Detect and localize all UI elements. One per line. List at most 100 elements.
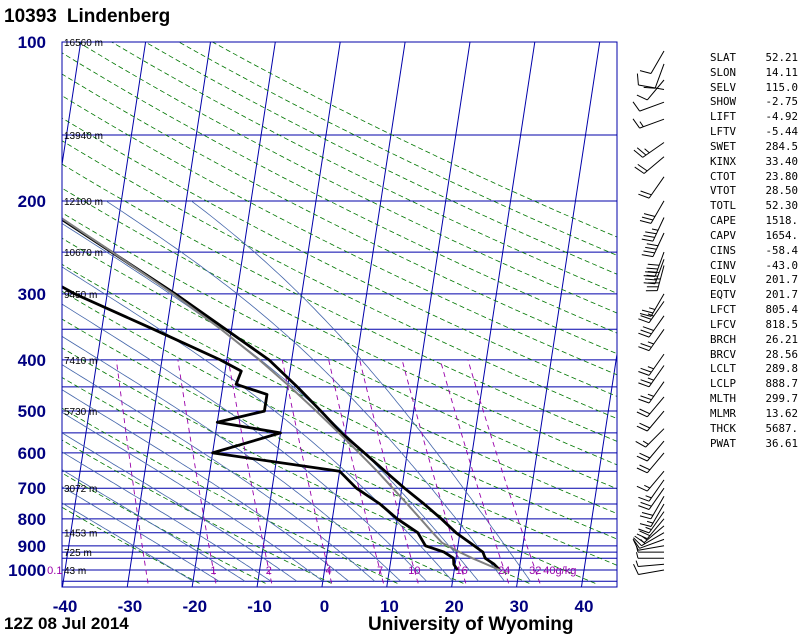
dry-adiabat — [62, 263, 617, 540]
index-value: 36.61 — [765, 436, 798, 450]
index-row: KINX 33.40 — [710, 155, 798, 170]
index-value: -58.4 — [765, 243, 798, 257]
mixing-ratio-label: 24 — [498, 565, 510, 577]
dry-adiabat — [62, 163, 617, 442]
index-row: LFTV -5.44 — [710, 125, 798, 140]
moist-adiabat — [62, 486, 220, 582]
moist-adiabat — [62, 303, 427, 582]
wind-barb — [633, 563, 665, 575]
height-label: 5730 m — [64, 407, 97, 418]
isotherm-line — [580, 350, 617, 587]
index-name: BRCH — [710, 332, 737, 346]
dry-adiabat — [77, 42, 617, 314]
wind-barb — [632, 101, 665, 112]
index-name: CAPV — [710, 228, 737, 242]
dry-adiabat — [211, 42, 617, 238]
index-value: 33.40 — [765, 154, 798, 168]
wind-barb — [636, 440, 665, 462]
index-value: -5.44 — [765, 125, 798, 139]
y-tick-label: 900 — [18, 537, 46, 556]
index-row: CAPV 1654. — [710, 229, 798, 244]
dry-adiabat — [62, 318, 596, 584]
wind-barb — [636, 452, 665, 474]
index-value: 818.5 — [765, 317, 798, 331]
x-tick-label: -10 — [247, 597, 272, 616]
x-tick-label: 40 — [575, 597, 594, 616]
dry-adiabat — [62, 237, 617, 514]
index-row: LFCV 818.5 — [710, 318, 798, 333]
isotherm-line — [62, 42, 82, 168]
index-row: TOTL 52.30 — [710, 199, 798, 214]
wind-barb — [638, 479, 665, 502]
height-label: 13940 m — [64, 131, 103, 142]
wind-barb — [636, 79, 665, 101]
index-value: 1518. — [765, 214, 798, 228]
mixing-ratio-label: 0.1 — [47, 565, 62, 577]
index-row: SWET 284.5 — [710, 140, 798, 155]
height-label: 1453 m — [64, 529, 97, 540]
index-value: 14.11 — [765, 65, 798, 79]
wind-barb — [636, 552, 664, 559]
wind-barb — [639, 503, 665, 527]
isotherm-line — [0, 18, 20, 592]
dry-adiabat — [62, 187, 617, 466]
index-row: LCLP 888.7 — [710, 377, 798, 392]
dry-adiabat — [62, 140, 617, 419]
mixing-ratio-label: 4 — [325, 565, 331, 577]
index-row: BRCV 28.56 — [710, 348, 798, 363]
dry-adiabat — [62, 290, 617, 566]
mixing-ratio-line — [401, 359, 467, 584]
y-tick-label: 800 — [18, 510, 46, 529]
dry-adiabat — [177, 42, 617, 256]
dry-adiabat — [62, 73, 617, 355]
index-value: 26.21 — [765, 332, 798, 346]
index-value: -2.75 — [765, 95, 798, 109]
index-name: CINV — [710, 258, 737, 272]
y-tick-label: 1000 — [8, 561, 46, 580]
moist-adiabat — [191, 200, 531, 582]
mixing-ratio-label: 40g/kg — [543, 565, 576, 577]
index-value: 28.56 — [765, 347, 798, 361]
wind-barb — [638, 381, 665, 404]
x-tick-label: 10 — [380, 597, 399, 616]
height-label: 725 m — [64, 548, 92, 559]
index-row: BRCH 26.21 — [710, 333, 798, 348]
index-value: 284.5 — [765, 139, 798, 153]
moist-adiabat — [62, 451, 272, 582]
index-row: CAPE 1518. — [710, 214, 798, 229]
isotherm-line — [386, 42, 471, 587]
index-name: EQLV — [710, 273, 737, 287]
observation-time: 12Z 08 Jul 2014 — [4, 614, 129, 633]
dewpoint-trace — [62, 285, 459, 571]
y-tick-label: 300 — [18, 285, 46, 304]
height-label: 9450 m — [64, 290, 97, 301]
dry-adiabat — [110, 42, 617, 294]
index-row: LFCT 805.4 — [710, 303, 798, 318]
mixing-ratio-line — [359, 359, 419, 584]
isotherm-line — [62, 42, 147, 587]
index-name: LCLP — [710, 377, 737, 391]
wind-barb — [639, 293, 665, 317]
index-name: MLMR — [710, 406, 737, 420]
wind-barb — [636, 518, 665, 540]
index-name: MLTH — [710, 392, 737, 406]
x-tick-label: -40 — [53, 597, 78, 616]
isotherm-line — [126, 42, 212, 587]
y-tick-label: 600 — [18, 444, 46, 463]
index-name: LFTV — [710, 125, 737, 139]
station-header: 10393 Lindenberg — [4, 6, 170, 28]
index-name: LFCT — [710, 303, 737, 317]
index-name: SELV — [710, 80, 737, 94]
index-name: SHOW — [710, 95, 737, 109]
wind-barb — [634, 156, 665, 174]
y-tick-label: 400 — [18, 351, 46, 370]
dry-adiabat — [62, 377, 464, 584]
index-name: LCLT — [710, 362, 737, 376]
index-name: SLON — [710, 65, 737, 79]
moist-adiabat — [62, 335, 401, 582]
x-tick-label: -30 — [118, 597, 143, 616]
index-name: THCK — [710, 421, 737, 435]
index-row: MLTH 299.7 — [710, 392, 798, 407]
y-tick-label: 100 — [18, 33, 46, 52]
isotherm-line — [256, 42, 341, 587]
